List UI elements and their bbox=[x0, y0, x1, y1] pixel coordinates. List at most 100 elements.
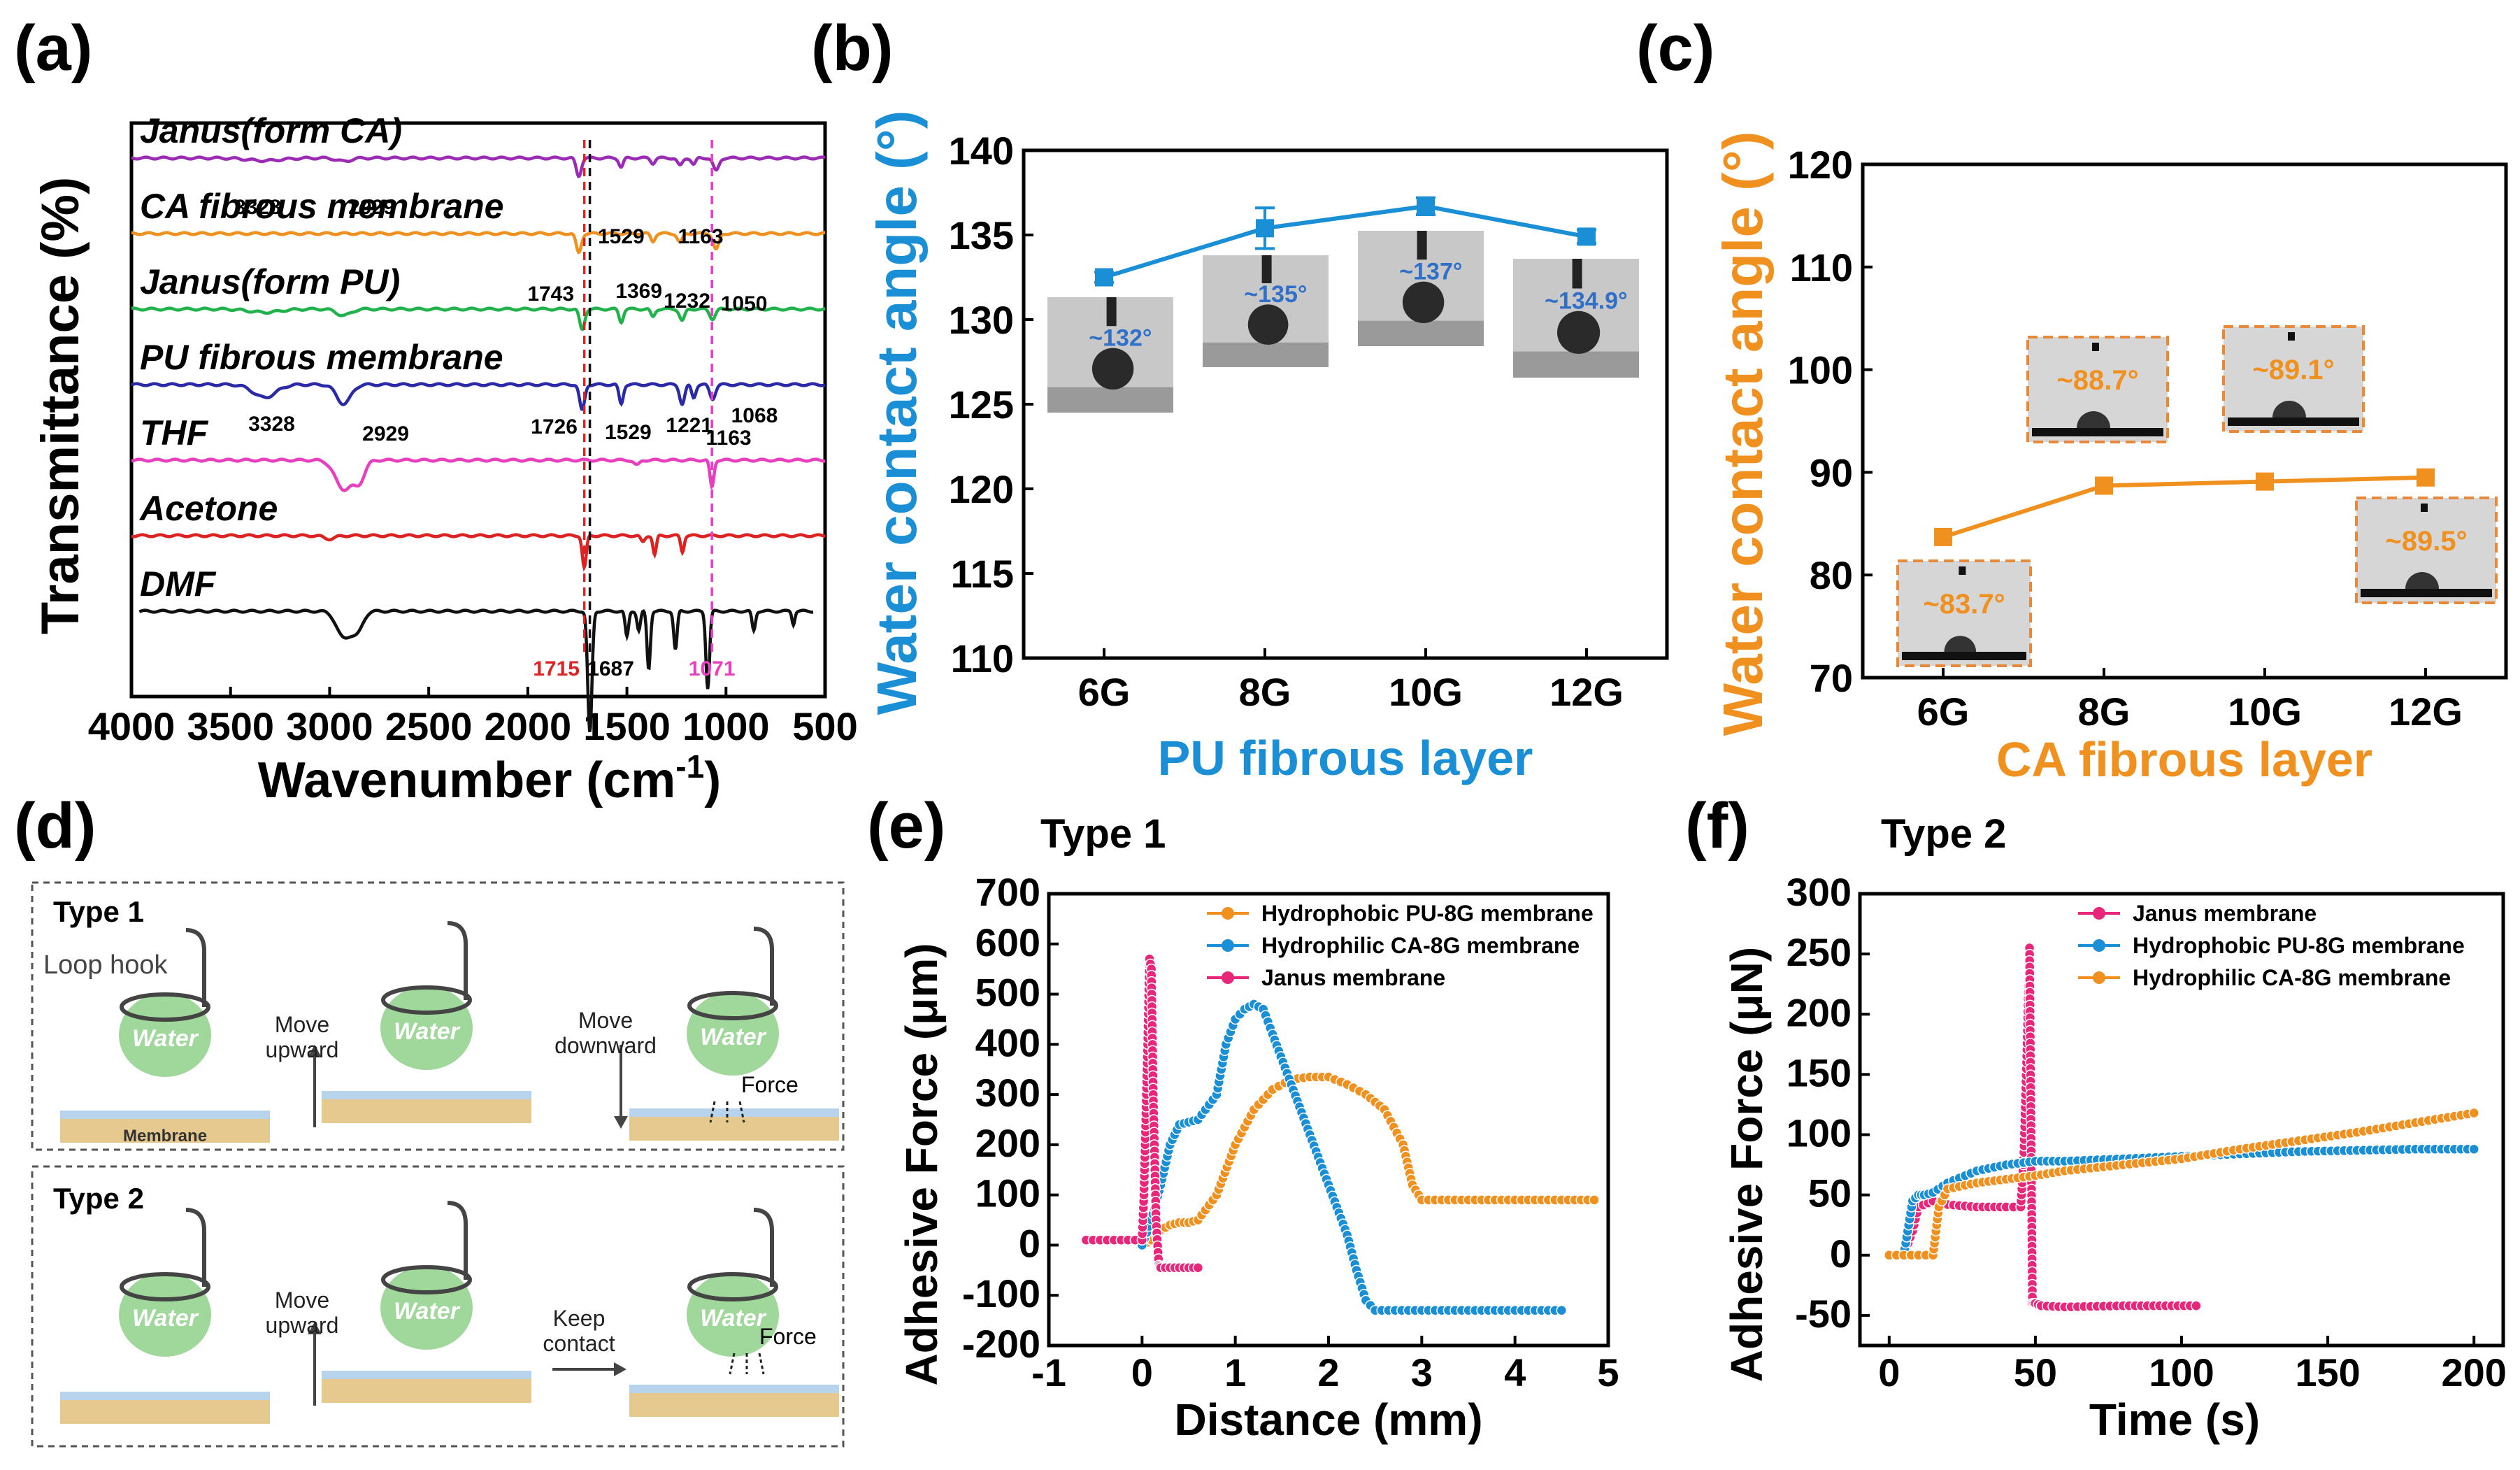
d-membrane-bottom-0 bbox=[60, 1119, 270, 1143]
f-point-1-103 bbox=[2468, 1143, 2479, 1155]
b-point-1 bbox=[1256, 219, 1274, 238]
b-inset-needle-1 bbox=[1261, 255, 1272, 283]
e-point-0-97 bbox=[1589, 1194, 1600, 1206]
a-series-name-2: Janus(form PU) bbox=[140, 262, 400, 301]
d-keep-contact-b: contact bbox=[543, 1331, 615, 1356]
d-loop-ring-0 bbox=[120, 992, 210, 1022]
a-annotation-12: 1221 bbox=[666, 414, 713, 437]
c-inset-2: ~89.1° bbox=[2222, 325, 2365, 433]
d-move-upward-1b: upward bbox=[266, 1037, 339, 1062]
d-move-downward-a: Move bbox=[578, 1008, 633, 1033]
f-ytick-label-5: 200 bbox=[1787, 990, 1852, 1034]
d-droplet-group-2: Water bbox=[687, 927, 779, 1076]
d-water-drop-0 bbox=[119, 993, 211, 1077]
d-water-label-2: Water bbox=[700, 1024, 767, 1050]
b-inset-label-0: ~132° bbox=[1089, 324, 1152, 351]
b-inset-surface-1 bbox=[1203, 342, 1329, 367]
e-legend-marker-0 bbox=[1222, 907, 1234, 920]
c-inset-label-2: ~89.1° bbox=[2252, 355, 2334, 385]
f-legend-marker-2 bbox=[2093, 971, 2105, 984]
a-series-name-5: Acetone bbox=[138, 489, 278, 528]
e-ytick-label-7: 500 bbox=[975, 971, 1040, 1015]
c-ytick-label-4: 110 bbox=[1790, 245, 1853, 290]
c-ytick-label-1: 80 bbox=[1810, 553, 1853, 597]
c-plot-frame bbox=[1861, 162, 2508, 680]
e-xtick-label-4: 3 bbox=[1411, 1350, 1433, 1394]
f-ytick-label-1: 0 bbox=[1830, 1232, 1852, 1276]
b-inset-surface-3 bbox=[1513, 351, 1639, 378]
d-membrane-top-2 bbox=[629, 1108, 839, 1117]
f-xtick-label-2: 100 bbox=[2149, 1350, 2214, 1394]
d-water-label-5: Water bbox=[700, 1305, 767, 1332]
b-xtick-label-2: 10G bbox=[1389, 670, 1463, 714]
a-annotation-13: 1163 bbox=[706, 427, 752, 450]
panel-a-ftir-chart: (a) Transmittance (%) 4000 3500 3000 2500 20… bbox=[14, 13, 858, 808]
f-ytick-label-3: 100 bbox=[1787, 1111, 1852, 1155]
a-annotation-1: 2929 bbox=[348, 196, 395, 219]
d-loop-ring-1 bbox=[381, 985, 472, 1015]
e-legend-label-1: Hydrophilic CA-8G membrane bbox=[1261, 933, 1580, 958]
d-membrane-4 bbox=[322, 1371, 531, 1403]
e-xtick-label-2: 1 bbox=[1224, 1350, 1246, 1394]
c-inset-needle-3 bbox=[2421, 504, 2428, 512]
a-xtick-label-6: 1000 bbox=[682, 704, 770, 748]
b-inset-needle-0 bbox=[1106, 297, 1117, 327]
d-droplet-group-3: Water bbox=[119, 1208, 211, 1357]
d-membrane-3 bbox=[60, 1392, 270, 1424]
a-annotation-14: 1068 bbox=[731, 404, 778, 427]
a-series-name-4: THF bbox=[140, 413, 209, 452]
d-loop-ring-3 bbox=[120, 1272, 210, 1301]
d-membrane-bottom-3 bbox=[60, 1400, 270, 1424]
a-annotation-9: 2929 bbox=[362, 422, 409, 445]
e-point-2-112 bbox=[1192, 1262, 1204, 1273]
f-xtick-label-4: 200 bbox=[2441, 1350, 2506, 1394]
d-arrow-up-1-head bbox=[308, 1045, 322, 1057]
b-ytick-label-4: 130 bbox=[949, 298, 1014, 342]
b-inset-0: ~132° bbox=[1047, 297, 1173, 413]
d-arrow-up-2-head bbox=[308, 1322, 322, 1334]
d-membrane-label: Membrane bbox=[123, 1127, 207, 1146]
f-xtick-label-1: 50 bbox=[2014, 1350, 2057, 1394]
a-annotation-4: 1743 bbox=[527, 283, 574, 306]
e-xtick-label-0: -1 bbox=[1031, 1350, 1066, 1394]
e-xtick-label-6: 5 bbox=[1597, 1350, 1619, 1394]
panel-f-type2-adhesion-chart: (f) Type 2 Adhesive Force (μN) 0 50 100 150… bbox=[1685, 790, 2507, 1445]
c-ylabel: Water contact angle (°) bbox=[1712, 131, 1774, 736]
e-ytick-label-0: -200 bbox=[962, 1322, 1040, 1366]
e-series-2 bbox=[1080, 953, 1204, 1273]
panel-d-schematic: (d) Type 1 Type 2 Loop hook Water Water Wa… bbox=[14, 790, 845, 1448]
d-hook-wire-5 bbox=[753, 1208, 774, 1287]
c-inset-label-1: ~88.7° bbox=[2056, 365, 2138, 396]
a-ref-label-1: 1687 bbox=[587, 657, 634, 680]
a-xtick-label-4: 2000 bbox=[485, 704, 572, 748]
a-annotation-2: 1529 bbox=[598, 225, 645, 248]
d-hook-wire-1 bbox=[447, 921, 468, 1000]
c-inset-surface-0 bbox=[1902, 652, 2026, 660]
b-ylabel: Water contact angle (°) bbox=[866, 110, 928, 715]
d-hook-wire-0 bbox=[185, 928, 206, 1007]
panel-label-f: (f) bbox=[1685, 790, 1749, 862]
d-move-downward-b: downward bbox=[554, 1033, 657, 1058]
a-annotation-0: 3328 bbox=[234, 196, 281, 219]
c-xlabel: CA fibrous layer bbox=[1996, 732, 2372, 787]
d-arrows bbox=[308, 1045, 628, 1406]
e-ytick-label-5: 300 bbox=[975, 1071, 1040, 1115]
b-series-line bbox=[1103, 204, 1587, 280]
d-water-drop-2 bbox=[687, 992, 779, 1076]
b-ytick-label-2: 120 bbox=[949, 467, 1014, 511]
f-ytick-label-7: 300 bbox=[1787, 870, 1852, 914]
d-keep-contact-a: Keep bbox=[553, 1306, 606, 1331]
d-loop-ring-2 bbox=[687, 991, 778, 1020]
c-inset-droplet-1 bbox=[2077, 411, 2110, 428]
d-hook-wire-2 bbox=[753, 927, 774, 1006]
panel-c-ca-contact-angle-chart: (c) Water contact angle (°) 70 80 90 100 110… bbox=[1636, 13, 2508, 787]
c-inset-surface-2 bbox=[2228, 418, 2359, 426]
c-point-1 bbox=[2095, 476, 2113, 495]
a-annotation-11: 1529 bbox=[605, 421, 652, 444]
e-xlabel: Distance (mm) bbox=[1175, 1394, 1483, 1445]
f-legend-marker-1 bbox=[2093, 939, 2105, 952]
b-inset-1: ~135° bbox=[1203, 255, 1329, 367]
a-series-name-1: CA fibrous membrane bbox=[140, 187, 503, 226]
d-water-drop-3 bbox=[119, 1273, 211, 1357]
e-plot-frame bbox=[1047, 892, 1610, 1348]
